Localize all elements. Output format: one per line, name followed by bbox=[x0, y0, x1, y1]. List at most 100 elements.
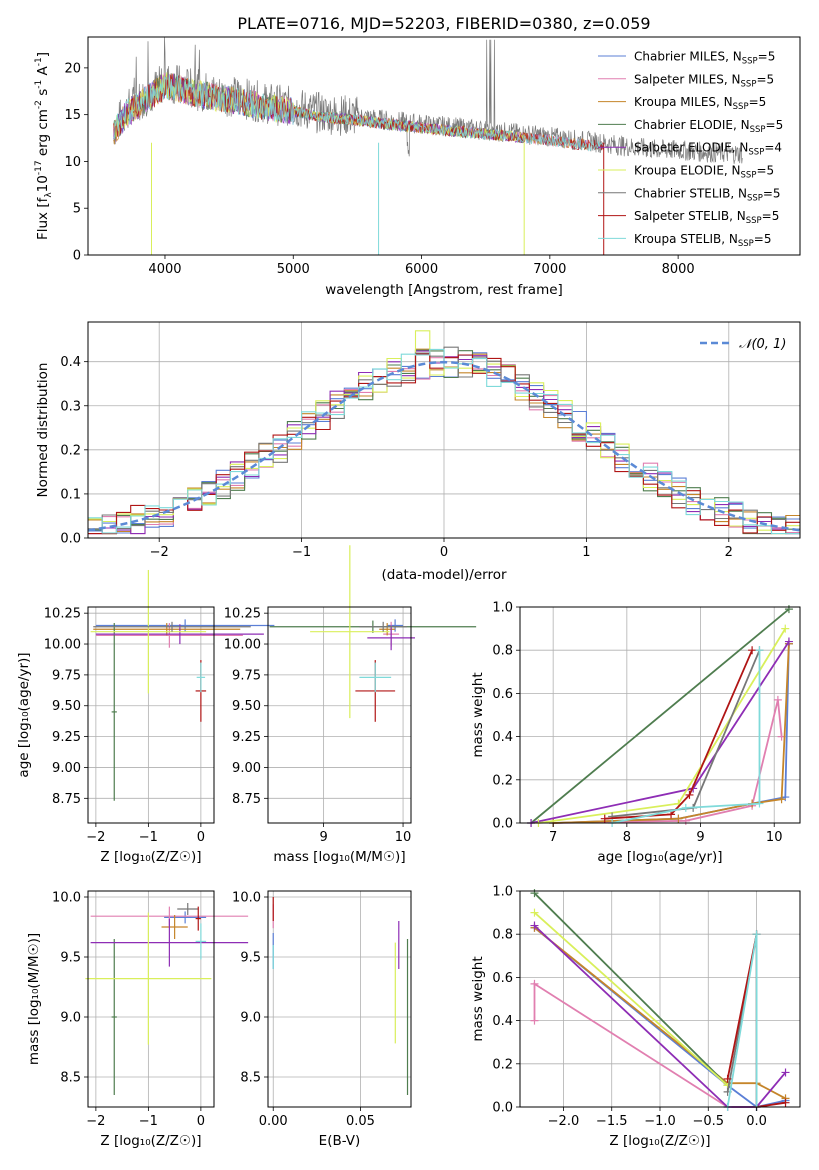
axes-frame bbox=[267, 890, 412, 1108]
y-tick-label: 1.0 bbox=[492, 885, 513, 900]
y-tick-label: 0.2 bbox=[60, 443, 81, 458]
y-tick-label: 0.8 bbox=[492, 928, 513, 943]
data-point-marker bbox=[674, 814, 683, 823]
x-tick-label: −2 bbox=[86, 830, 105, 845]
legend-normal-label: 𝒩(0, 1) bbox=[739, 337, 786, 352]
legend-entry: Chabrier ELODIE, NSSP=5 bbox=[634, 118, 783, 135]
x-tick-label: 0.0 bbox=[746, 1114, 767, 1129]
y-tick-label: 0.6 bbox=[492, 971, 513, 986]
spectrum-legend: Chabrier MILES, NSSP=5 Salpeter MILES, NS… bbox=[598, 50, 783, 249]
data-point-marker bbox=[755, 799, 764, 808]
x-tick-label: 7 bbox=[549, 830, 557, 845]
data-point-marker bbox=[784, 605, 793, 614]
legend-entry: Kroupa STELIB, NSSP=5 bbox=[634, 232, 772, 249]
y-tick-label: 9.25 bbox=[52, 730, 81, 745]
y-tick-label: 9.5 bbox=[60, 951, 81, 966]
data-point-marker bbox=[723, 1074, 732, 1083]
data-point-marker bbox=[530, 889, 539, 898]
x-tick-label: −2 bbox=[150, 545, 169, 560]
spectrum-lines bbox=[113, 36, 743, 255]
data-point-marker bbox=[530, 908, 539, 917]
y-tick-label: 1.0 bbox=[492, 601, 513, 616]
x-tick-label: −2 bbox=[86, 1114, 105, 1129]
y-tick-label: 10.25 bbox=[224, 607, 261, 622]
y-tick-label: 9.0 bbox=[60, 1011, 81, 1026]
data-point-marker bbox=[781, 1068, 790, 1077]
x-axis-label: Z [log₁₀(Z/Z☉)] bbox=[100, 849, 201, 865]
data-point-marker bbox=[685, 790, 694, 799]
x-tick-label: 8 bbox=[623, 830, 631, 845]
y-tick-label: 8.5 bbox=[60, 1071, 81, 1086]
axes-frame bbox=[87, 606, 215, 824]
x-tick-label: 8000 bbox=[662, 262, 695, 277]
series-line bbox=[604, 649, 753, 820]
y-tick-label: 10.0 bbox=[232, 891, 261, 906]
x-tick-label: 2 bbox=[725, 545, 733, 560]
normal-curve bbox=[87, 360, 801, 532]
y-tick-label: 0.0 bbox=[492, 1101, 513, 1116]
axes-frame bbox=[519, 606, 801, 824]
spectrum-ylabel: Flux [fλ10-17 erg cm-2 s-1 A-1] bbox=[34, 52, 54, 240]
spectrum-title: PLATE=0716, MJD=52203, FIBERID=0380, z=0… bbox=[237, 14, 650, 33]
axes-frame bbox=[267, 606, 412, 824]
y-tick-label: 9.0 bbox=[240, 1011, 261, 1026]
x-tick-label: 0.05 bbox=[346, 1114, 375, 1129]
y-tick-label: 9.00 bbox=[52, 761, 81, 776]
x-tick-label: −1.5 bbox=[596, 1114, 628, 1129]
y-tick-label: 0.2 bbox=[492, 1057, 513, 1072]
data-point-marker bbox=[530, 979, 539, 988]
data-point-marker bbox=[748, 646, 757, 655]
x-tick-label: 10 bbox=[766, 830, 783, 845]
data-point-marker bbox=[530, 921, 539, 930]
y-tick-label: 0.4 bbox=[60, 355, 81, 370]
data-point-marker bbox=[530, 1016, 539, 1025]
y-tick-label: 10.00 bbox=[224, 638, 261, 653]
legend-entry: Salpeter STELIB, NSSP=5 bbox=[634, 209, 779, 226]
y-tick-label: 9.50 bbox=[52, 699, 81, 714]
legend-entry: Kroupa ELODIE, NSSP=5 bbox=[634, 164, 774, 181]
y-axis-label: mass weight bbox=[470, 956, 486, 1041]
x-axis-label: mass [log₁₀(M/M☉)] bbox=[273, 849, 405, 865]
data-point-marker bbox=[781, 1098, 790, 1107]
y-tick-label: 9.75 bbox=[52, 668, 81, 683]
y-tick-label: 9.75 bbox=[232, 668, 261, 683]
x-tick-label: 10 bbox=[395, 830, 412, 845]
data-point-marker bbox=[784, 637, 793, 646]
spectrum-panel: PLATE=0716, MJD=52203, FIBERID=0380, z=0… bbox=[34, 14, 801, 298]
y-axis-label: age [log₁₀(age/yr)] bbox=[16, 652, 32, 777]
x-tick-label: 0 bbox=[440, 545, 448, 560]
y-tick-label: 0.4 bbox=[492, 1014, 513, 1029]
x-tick-label: 5000 bbox=[277, 262, 310, 277]
y-axis-label: mass [log₁₀(M/M☉)] bbox=[26, 933, 42, 1065]
x-tick-label: −1 bbox=[292, 545, 311, 560]
residuals-xlabel: (data-model)/error bbox=[381, 567, 507, 583]
x-tick-label: −2.0 bbox=[548, 1114, 580, 1129]
spectrum-axes-frame bbox=[87, 36, 801, 256]
series-line bbox=[533, 982, 757, 1108]
residuals-panel: −2 −1 0 1 2 0.0 0.1 0.2 0.3 0.4 (data-model)/erro… bbox=[35, 321, 801, 583]
x-tick-label: −0.5 bbox=[692, 1114, 724, 1129]
y-tick-label: 0.6 bbox=[492, 687, 513, 702]
y-tick-label: 20 bbox=[64, 61, 81, 76]
x-tick-label: −1.0 bbox=[644, 1114, 676, 1129]
x-tick-label: −1 bbox=[139, 830, 158, 845]
age_vs_mass-panel: 9 10 8.75 9.00 9.25 9.50 9.75 10.00 10.25 mass [l… bbox=[224, 545, 477, 865]
x-tick-label: 6000 bbox=[405, 262, 438, 277]
x-tick-label: 0.00 bbox=[259, 1114, 288, 1129]
data-point-marker bbox=[681, 803, 690, 812]
age_vs_Z-panel: −2 −1 0 8.75 9.00 9.25 9.50 9.75 10.00 10.25 Z [lo… bbox=[16, 569, 275, 865]
legend-entry: Chabrier MILES, NSSP=5 bbox=[634, 50, 775, 67]
y-axis-label: mass weight bbox=[470, 672, 486, 757]
x-axis-label: Z [log₁₀(Z/Z☉)] bbox=[609, 1133, 710, 1149]
data-point-marker bbox=[777, 795, 786, 804]
data-point-marker bbox=[781, 624, 790, 633]
y-tick-label: 0.8 bbox=[492, 644, 513, 659]
weight_vs_Z-panel: −2.0 −1.5 −1.0 −0.5 0.0 0.0 0.2 0.4 0.6 0.8 1.0 Z [… bbox=[470, 885, 801, 1149]
y-tick-label: 8.75 bbox=[232, 792, 261, 807]
data-point-marker bbox=[773, 695, 782, 704]
y-tick-label: 9.5 bbox=[240, 951, 261, 966]
mass_vs_Z-panel: −2 −1 0 8.5 9.0 9.5 10.0 Z [log₁₀(Z/Z☉)] mass [l… bbox=[26, 890, 249, 1149]
y-tick-label: 0.4 bbox=[492, 730, 513, 745]
y-tick-label: 8.5 bbox=[240, 1071, 261, 1086]
